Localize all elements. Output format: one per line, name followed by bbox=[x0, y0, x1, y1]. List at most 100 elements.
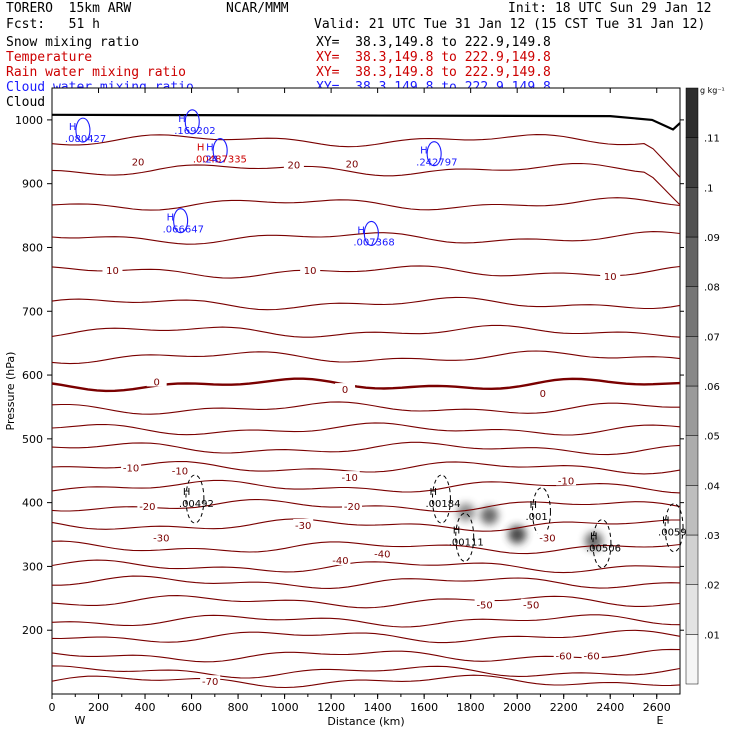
cloud-water-max-label: .080427 bbox=[65, 134, 106, 145]
snow-max-label-h: H bbox=[590, 532, 598, 543]
isotherm-line bbox=[51, 265, 681, 279]
colorbar-segment bbox=[685, 236, 699, 287]
isotherm-label: -30 bbox=[153, 534, 169, 545]
cloud-water-contour bbox=[212, 137, 228, 164]
isotherm-label-bg bbox=[474, 598, 495, 610]
x-tick-label: 2200 bbox=[550, 701, 578, 714]
snow-contour bbox=[592, 519, 612, 569]
isotherm-label: -20 bbox=[344, 502, 360, 513]
y-axis-title: Pressure (hPa) bbox=[4, 352, 17, 431]
isotherm-line bbox=[51, 559, 681, 574]
west-label: W bbox=[75, 714, 86, 727]
isotherm-label-bg bbox=[553, 649, 574, 661]
plot-frame bbox=[51, 87, 681, 695]
x-tick-label: 1600 bbox=[410, 701, 438, 714]
snow-max-label-h: H bbox=[429, 487, 437, 498]
x-tick-label: 800 bbox=[228, 701, 249, 714]
cloud-water-max-label-h: H bbox=[206, 143, 214, 154]
snow-max-label-h: H bbox=[183, 487, 191, 498]
isotherm-label-bg bbox=[556, 474, 577, 486]
colorbar-segment bbox=[685, 435, 699, 486]
isotherm-label: -20 bbox=[139, 502, 155, 513]
y-tick-label: 400 bbox=[22, 497, 43, 510]
east-label: E bbox=[657, 714, 664, 727]
colorbar-tick-label: .1 bbox=[704, 183, 714, 194]
cloud-water-contour bbox=[363, 220, 379, 247]
x-tick-label: 0 bbox=[49, 701, 56, 714]
isotherm-label: -60 bbox=[556, 652, 572, 663]
colorbar-segment bbox=[685, 87, 699, 138]
colorbar-segment bbox=[685, 137, 699, 188]
x-tick-label: 200 bbox=[88, 701, 109, 714]
colorbar-tick-label: .08 bbox=[704, 283, 720, 294]
rain-max-label: .00487335 bbox=[193, 155, 247, 166]
snow-max-label: .00492 bbox=[179, 499, 214, 510]
isotherm-line bbox=[51, 350, 681, 365]
isotherm-line bbox=[52, 575, 681, 589]
isotherm-line bbox=[51, 162, 681, 206]
isotherm-line bbox=[51, 665, 681, 679]
cloud-water-max-label-h: H bbox=[178, 114, 186, 125]
colorbar-tick-label: .09 bbox=[704, 233, 720, 244]
legend-xy-range: XY= 38.3,149.8 to 222.9,149.8 bbox=[316, 50, 551, 65]
snow-max-label: .00506 bbox=[586, 544, 621, 555]
isotherm-label: 10 bbox=[106, 266, 119, 277]
cloud-water-max-label-h: H bbox=[357, 225, 365, 236]
cloud-water-max-label: .242797 bbox=[416, 158, 457, 169]
isotherm-line bbox=[51, 614, 681, 628]
cloud-water-max-label: .007368 bbox=[353, 237, 394, 248]
isotherm-label-bg bbox=[342, 157, 363, 169]
isotherm-line bbox=[51, 422, 681, 436]
snow-contour bbox=[185, 474, 205, 524]
y-tick-label: 300 bbox=[22, 560, 43, 573]
isotherm-line bbox=[51, 674, 681, 689]
isotherm-label-bg bbox=[283, 158, 304, 170]
colorbar-segment bbox=[685, 336, 699, 387]
isotherm-line bbox=[51, 648, 681, 663]
y-tick-label: 900 bbox=[22, 178, 43, 191]
x-axis-title: Distance (km) bbox=[327, 715, 404, 728]
isotherm-label-bg bbox=[137, 499, 158, 511]
x-tick-label: 1800 bbox=[457, 701, 485, 714]
isotherm-label-bg bbox=[169, 464, 190, 476]
snow-contour bbox=[664, 503, 684, 553]
isotherm-line bbox=[51, 460, 681, 475]
cloud-water-max-label: .24 bbox=[202, 155, 218, 166]
snow-max-label-h: H bbox=[662, 516, 670, 527]
colorbar-segment bbox=[685, 385, 699, 436]
colorbar-tick-label: .07 bbox=[704, 332, 720, 343]
isotherm-label-bg bbox=[600, 270, 621, 282]
y-tick-label: 500 bbox=[22, 433, 43, 446]
isotherm-label-bg bbox=[146, 375, 167, 387]
isotherm-label-bg bbox=[521, 598, 542, 610]
isotherm-label: -50 bbox=[523, 601, 539, 612]
x-tick-label: 1400 bbox=[364, 701, 392, 714]
isotherm-line bbox=[51, 134, 681, 178]
x-tick-label: 1200 bbox=[317, 701, 345, 714]
isotherm-label-bg bbox=[532, 386, 553, 398]
legend-xy-range: XY= 38.3,149.8 to 222.9,149.8 bbox=[316, 65, 551, 80]
cloud-water-max-label: .066647 bbox=[163, 225, 204, 236]
isotherm-label: -10 bbox=[172, 467, 188, 478]
isotherm-label: 0 bbox=[342, 385, 348, 396]
isotherm-label-bg bbox=[581, 649, 602, 661]
isotherm-label: -40 bbox=[332, 556, 348, 567]
isotherm-label: -10 bbox=[342, 473, 358, 484]
terrain-line bbox=[51, 113, 681, 131]
snow-contour bbox=[431, 474, 451, 524]
colorbar-segment bbox=[685, 187, 699, 238]
legend-xy-range: XY= 38.3,149.8 to 222.9,149.8 bbox=[316, 35, 551, 50]
isotherm-line bbox=[51, 595, 681, 609]
colorbar-tick-label: .05 bbox=[704, 432, 720, 443]
isotherm-label: -10 bbox=[558, 476, 574, 487]
colorbar-segment bbox=[685, 485, 699, 536]
legend-field-name: Snow mixing ratio bbox=[6, 35, 140, 50]
isotherm-label-bg bbox=[342, 499, 363, 511]
isotherm-label-bg bbox=[151, 531, 172, 543]
colorbar-tick-label: .03 bbox=[704, 531, 720, 542]
colorbar-segment bbox=[685, 534, 699, 585]
colorbar-segment bbox=[685, 634, 699, 685]
isotherm-line bbox=[51, 296, 681, 311]
isotherm-label-bg bbox=[128, 155, 149, 167]
